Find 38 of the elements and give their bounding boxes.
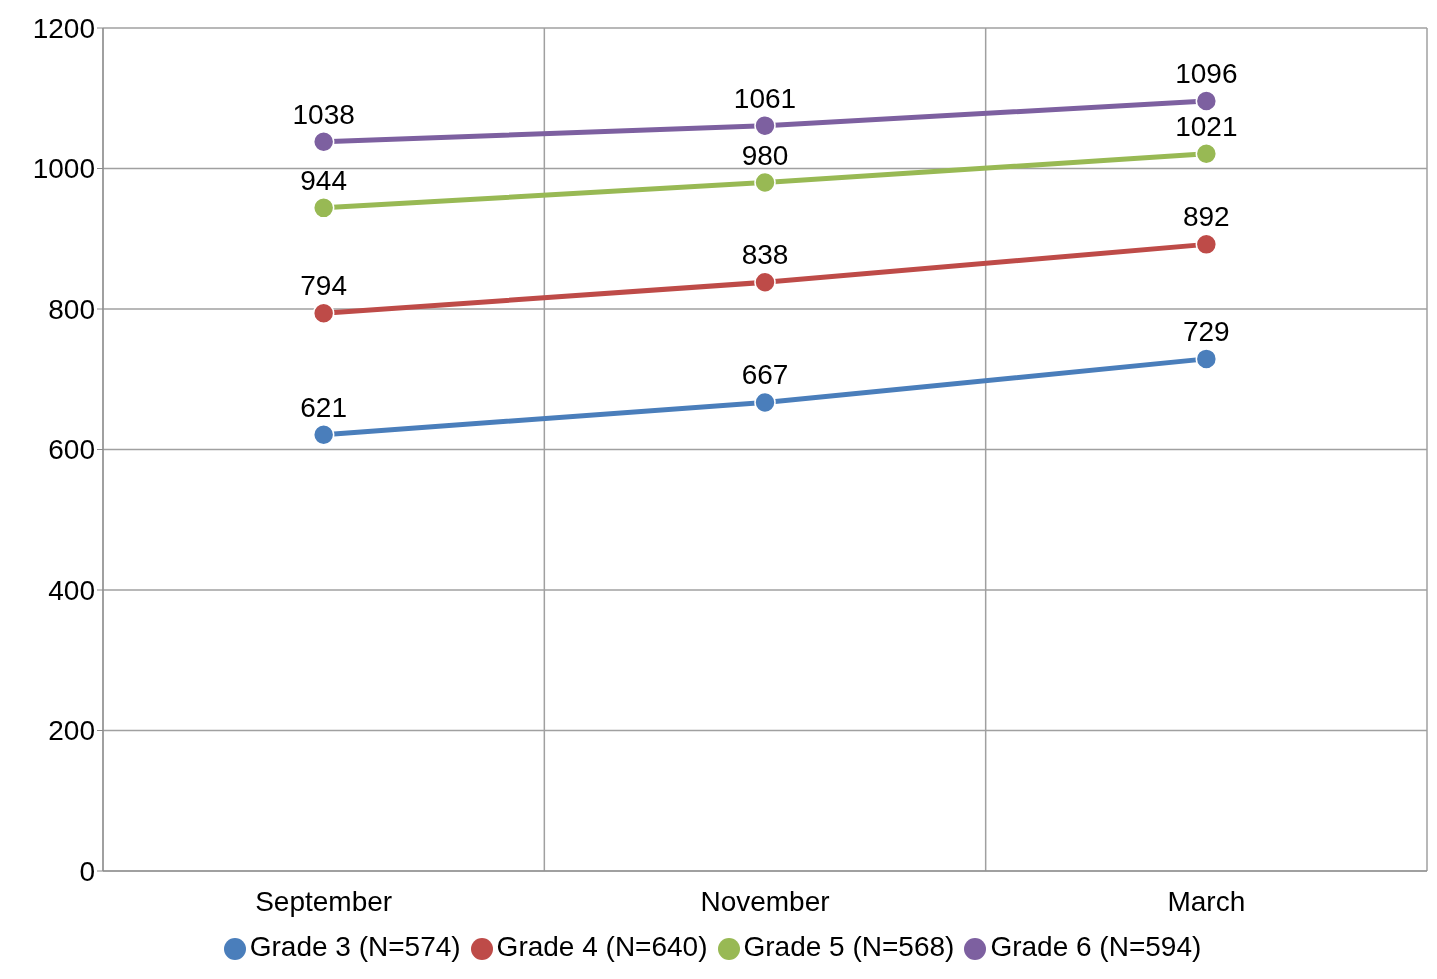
point [1195,348,1218,370]
data-label: 1038 [292,98,355,130]
data-label: 980 [741,139,789,171]
y-tick-label: 0 [79,855,95,887]
legend-label: Grade 3 (N=574) [249,931,461,962]
data-label: 1096 [1175,58,1238,90]
legend-label: Grade 6 (N=594) [990,931,1202,962]
y-tick-label: 1200 [32,12,95,44]
data-label: 667 [741,359,789,391]
data-label: 621 [300,391,348,423]
point [754,271,776,294]
point [1195,143,1218,165]
data-label: 729 [1182,315,1230,347]
y-tick-label: 800 [48,293,95,325]
point [312,424,335,446]
legend-label: Grade 4 (N=640) [496,931,708,962]
data-label: 944 [300,164,348,196]
data-label: 1021 [1175,110,1238,142]
data-label: 838 [741,239,789,271]
data-label: 892 [1182,201,1230,233]
point [312,131,335,153]
data-label: 794 [300,270,348,302]
point [312,302,335,324]
y-tick-label: 200 [48,715,95,747]
y-tick-label: 1000 [32,153,95,185]
point [1195,90,1218,112]
x-tick-label: November [700,885,830,917]
point [754,171,776,194]
legend-label: Grade 5 (N=568) [743,931,955,962]
data-label: 1061 [733,82,797,114]
y-tick-label: 400 [48,574,95,606]
y-tick-label: 600 [48,434,95,466]
point [754,114,776,137]
point [312,197,335,219]
point [754,391,776,414]
x-tick-label: March [1167,885,1246,917]
point [1195,233,1218,256]
x-tick-label: September [255,885,393,917]
